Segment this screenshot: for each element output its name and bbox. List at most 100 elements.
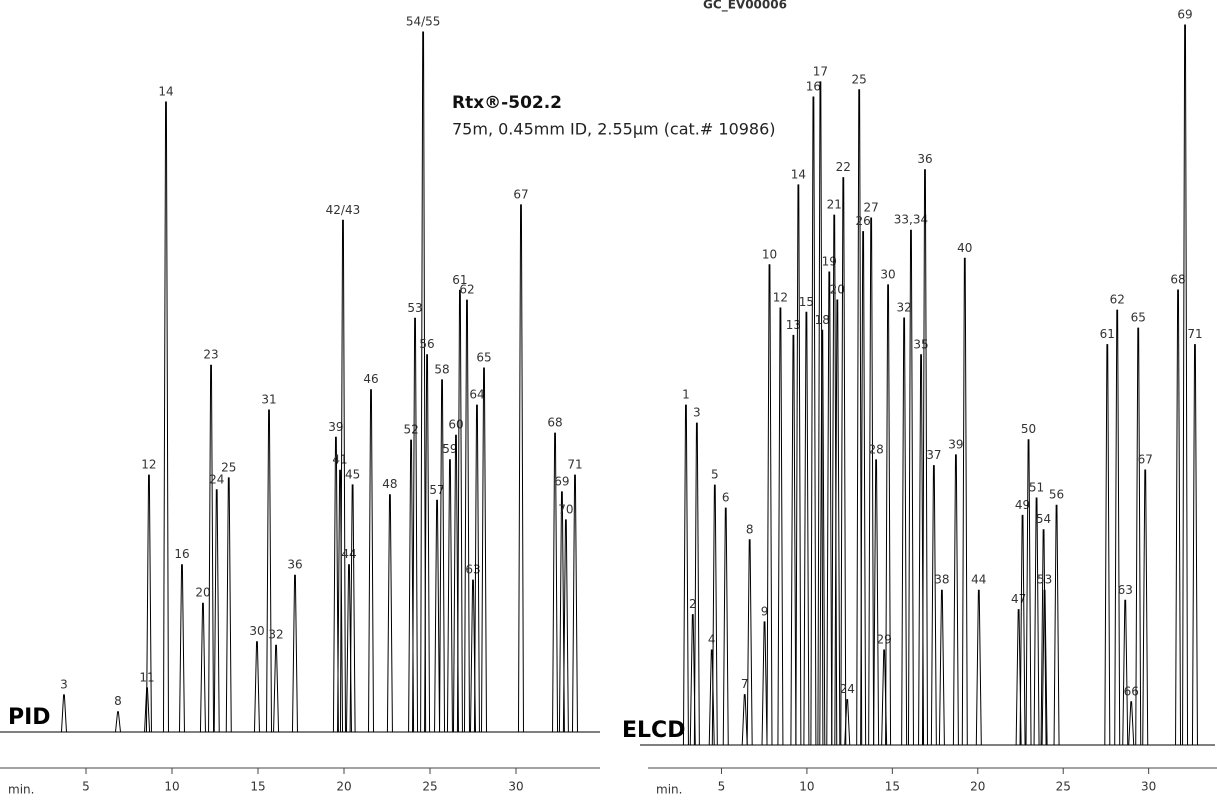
peak-label: 58	[434, 362, 449, 376]
peak-label: 71	[1187, 327, 1202, 341]
peak	[790, 334, 797, 746]
peak	[826, 271, 833, 746]
peak-label: 19	[822, 254, 837, 268]
peak-label: 24	[840, 682, 855, 696]
peak-label: 32	[896, 301, 911, 315]
peak	[961, 257, 968, 746]
peak-label: 56	[419, 337, 434, 351]
peak-label: 44	[971, 573, 986, 587]
peak-label: 48	[382, 477, 397, 491]
peak-label: 47	[1011, 592, 1026, 606]
detector-label: PID	[8, 705, 51, 730]
peak	[708, 649, 715, 746]
peak	[777, 307, 784, 746]
peak	[901, 317, 908, 746]
column-name: Rtx®-502.2	[452, 93, 562, 113]
peak-label: 25	[852, 72, 867, 86]
peak	[434, 499, 441, 733]
peak-label: 57	[429, 483, 444, 497]
peak	[722, 507, 729, 746]
peak-label: 49	[1015, 498, 1030, 512]
peak-label: 44	[341, 547, 356, 561]
peak	[60, 694, 67, 733]
peak-label: 66	[1124, 684, 1139, 698]
peak	[273, 644, 280, 733]
peak-label: 7	[741, 677, 749, 691]
peak	[1025, 439, 1032, 746]
peak-label: 60	[448, 418, 463, 432]
peak	[481, 367, 488, 733]
peak	[291, 574, 298, 733]
peak-label: 13	[786, 318, 801, 332]
peak-label: 24	[209, 472, 224, 486]
peak-label: 46	[363, 372, 378, 386]
peak-label: 32	[268, 628, 283, 642]
peak	[795, 184, 802, 746]
peak	[562, 519, 569, 733]
peak	[1053, 504, 1060, 746]
peak	[840, 177, 847, 746]
x-tick-label: 10	[799, 780, 814, 794]
peak	[1142, 469, 1149, 746]
peak-label: 37	[926, 448, 941, 462]
peak-label: 36	[287, 558, 302, 572]
peak	[938, 589, 945, 746]
peak-label: 5	[711, 468, 719, 482]
peak-label: 35	[913, 337, 928, 351]
peak	[332, 436, 339, 733]
peak	[552, 432, 559, 733]
peak-label: 30	[880, 267, 895, 281]
x-axis-label: min.	[656, 783, 682, 797]
peak-label: 3	[60, 677, 68, 691]
peak	[907, 229, 914, 746]
peak-label: 39	[948, 437, 963, 451]
peak-label: 2	[689, 597, 697, 611]
peak-label: 62	[1110, 293, 1125, 307]
peak-label: 18	[815, 313, 830, 327]
peak	[225, 477, 232, 733]
peak-label: 51	[1029, 481, 1044, 495]
peak	[885, 284, 892, 746]
x-tick-label: 25	[422, 780, 437, 794]
x-tick-label: 15	[250, 780, 265, 794]
peak-label: 8	[746, 522, 754, 536]
peak	[266, 409, 273, 733]
peak-label: 12	[141, 458, 156, 472]
peak	[1041, 589, 1048, 746]
peak	[213, 489, 220, 733]
peak	[517, 204, 524, 733]
peak	[741, 694, 748, 746]
peak	[761, 621, 768, 746]
peak-label: 40	[957, 241, 972, 255]
peak	[930, 465, 937, 746]
peak-label: 23	[203, 348, 218, 362]
peak-label: 29	[877, 632, 892, 646]
peak	[162, 101, 169, 733]
peak-label: 28	[868, 442, 883, 456]
peak-label: 14	[158, 85, 173, 99]
peak-label: 63	[465, 563, 480, 577]
peak	[860, 231, 867, 746]
peak	[558, 491, 565, 733]
peak-label: 30	[249, 624, 264, 638]
peak-label: 38	[934, 573, 949, 587]
peak	[456, 289, 463, 733]
peak	[803, 311, 810, 746]
peak-label: 31	[261, 393, 276, 407]
peak-label: 61	[1100, 327, 1115, 341]
peak-label: 39	[328, 420, 343, 434]
peak-label: 41	[332, 453, 347, 467]
peak-label: 53	[407, 301, 422, 315]
peak	[952, 454, 959, 746]
peak-label: 45	[345, 467, 360, 481]
peak	[339, 219, 346, 733]
peak	[856, 89, 863, 746]
peak	[1019, 514, 1026, 746]
peak	[746, 539, 753, 746]
x-tick-label: 25	[1056, 780, 1071, 794]
peak	[810, 96, 817, 746]
peak-label: 33,34	[894, 213, 928, 227]
peak	[439, 379, 446, 733]
peak	[921, 169, 928, 746]
